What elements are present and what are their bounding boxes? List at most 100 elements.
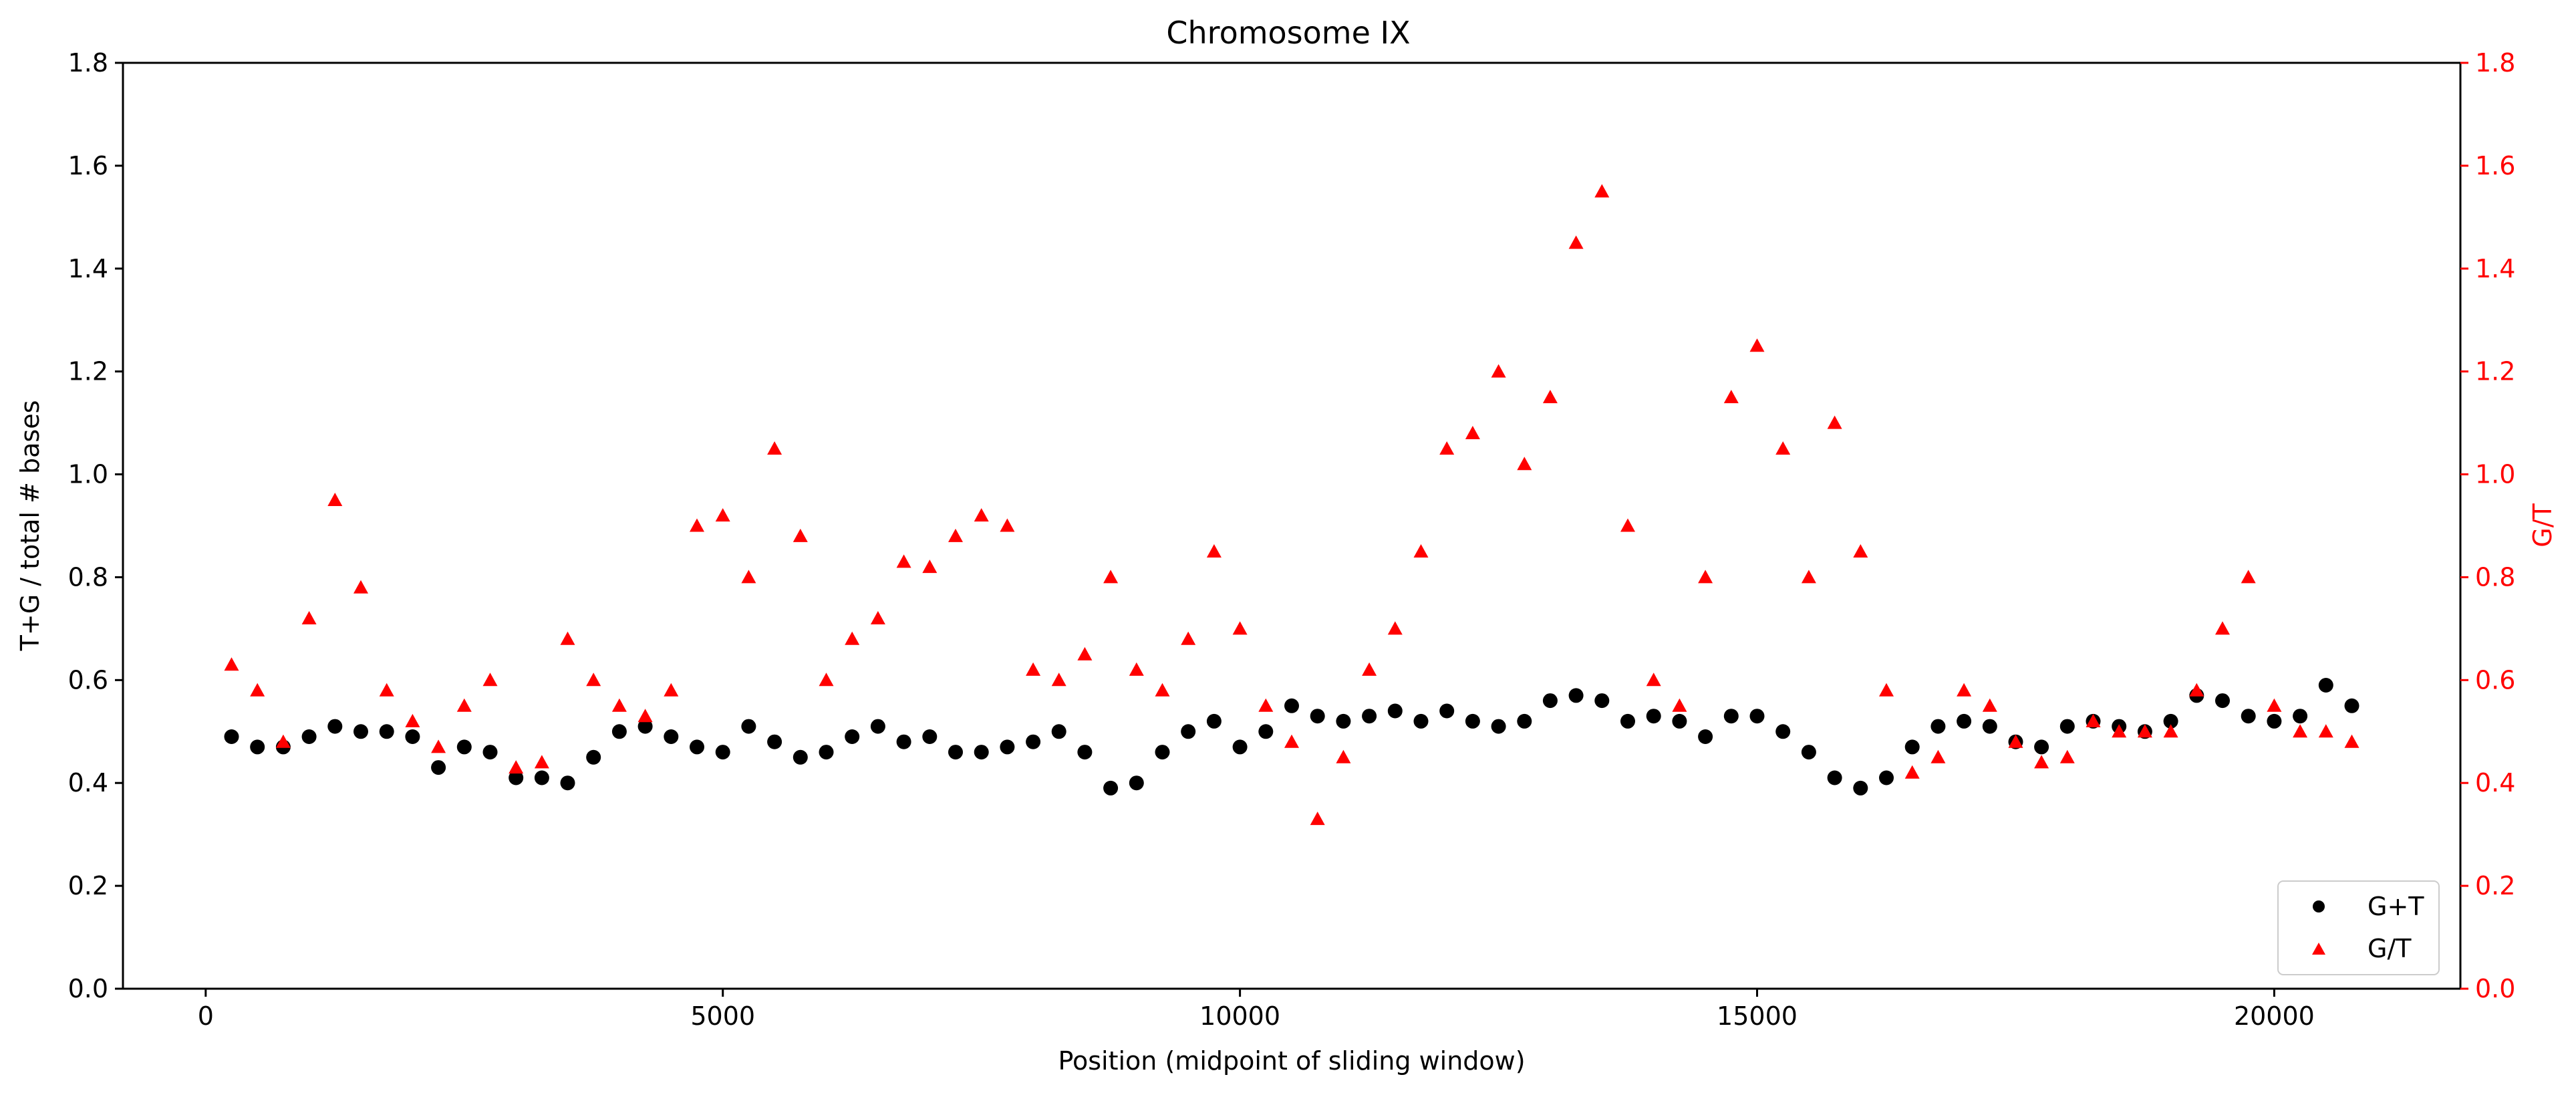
legend-marker-gt-ratio: [2312, 943, 2325, 955]
data-point-series-1: [1465, 426, 1480, 439]
data-point-series-0: [2267, 713, 2282, 729]
data-point-series-0: [250, 739, 265, 755]
y-right-tick-label: 1.4: [2475, 254, 2515, 283]
data-point-series-0: [1413, 713, 1429, 729]
y-right-tick-label: 1.6: [2475, 151, 2515, 180]
data-point-series-1: [741, 570, 756, 584]
data-point-series-1: [1801, 570, 1816, 584]
y-left-tick-label: 1.8: [68, 48, 108, 78]
data-point-series-1: [1336, 749, 1351, 763]
data-point-series-0: [1594, 693, 1610, 709]
data-point-series-0: [1336, 713, 1351, 729]
x-axis-label: Position (midpoint of sliding window): [1058, 1046, 1525, 1076]
y-left-tick-label: 0.4: [68, 768, 108, 798]
data-point-series-1: [1957, 683, 1972, 697]
data-point-series-0: [1542, 693, 1558, 709]
chart-title: Chromosome IX: [1166, 15, 1410, 51]
data-point-series-0: [1827, 770, 1842, 785]
y-right-tick-label: 0.4: [2475, 768, 2515, 798]
data-point-series-0: [560, 775, 575, 791]
data-point-series-1: [1103, 570, 1119, 584]
y-left-tick-label: 0.0: [68, 974, 108, 1003]
data-point-series-1: [690, 518, 704, 532]
data-point-series-1: [2034, 755, 2049, 769]
y-right-tick-label: 1.8: [2475, 48, 2515, 78]
data-point-series-1: [948, 528, 963, 542]
plot-frame: [122, 62, 2462, 990]
y-right-tick-label: 0.8: [2475, 562, 2515, 592]
data-point-series-1: [2293, 724, 2308, 738]
data-point-series-0: [1051, 724, 1066, 739]
data-point-series-1: [819, 673, 834, 687]
data-point-series-0: [1284, 698, 1299, 713]
data-point-series-1: [2008, 734, 2023, 748]
legend-label-gt-ratio: G/T: [2368, 934, 2412, 963]
data-point-series-0: [793, 749, 808, 765]
data-point-series-1: [1542, 390, 1558, 404]
data-point-series-0: [1000, 739, 1015, 755]
data-point-series-0: [1904, 739, 1920, 755]
data-point-series-1: [2086, 713, 2101, 727]
data-point-series-0: [1103, 780, 1119, 796]
y-left-tick-label: 1.4: [68, 254, 108, 283]
ticks-layer: 0 5000 10000 15000 20000 0.0 0.0 0.2 0.2 0.4 0.4 0.…: [68, 48, 2516, 1031]
y-right-tick-label: 0.6: [2475, 665, 2515, 695]
data-point-series-1: [2137, 724, 2152, 738]
data-point-series-1: [1568, 235, 1584, 249]
y-right-tick-label: 1.0: [2475, 460, 2515, 489]
data-point-series-1: [1698, 570, 1713, 584]
data-point-series-1: [534, 755, 549, 769]
data-point-series-0: [327, 719, 343, 734]
data-point-series-1: [1853, 544, 1868, 558]
data-point-series-0: [1181, 724, 1196, 739]
data-point-series-1: [2215, 621, 2230, 635]
data-point-series-0: [379, 724, 394, 739]
data-point-series-0: [974, 745, 989, 760]
data-point-series-0: [1672, 713, 1687, 729]
y-right-tick-label: 1.2: [2475, 357, 2515, 386]
legend-marker-gt-sum: [2313, 900, 2325, 912]
data-point-series-0: [224, 729, 239, 744]
data-point-series-1: [1258, 698, 1274, 712]
data-point-series-0: [1362, 709, 1377, 724]
data-point-series-1: [1982, 698, 1997, 712]
data-point-series-1: [1129, 662, 1144, 676]
data-point-series-1: [1181, 631, 1196, 645]
data-point-series-0: [1801, 745, 1816, 760]
data-point-series-0: [482, 745, 498, 760]
data-point-series-0: [1620, 713, 1635, 729]
data-point-series-0: [534, 770, 549, 785]
data-point-series-1: [1620, 518, 1635, 532]
data-point-series-0: [1206, 713, 1222, 729]
data-point-series-1: [456, 698, 472, 712]
data-point-series-1: [1000, 518, 1015, 532]
data-point-series-0: [2344, 698, 2359, 713]
data-point-series-1: [922, 560, 938, 574]
data-point-series-0: [690, 739, 704, 755]
points-layer: [224, 184, 2359, 826]
data-point-series-0: [637, 719, 653, 734]
y-right-tick-label: 0.0: [2475, 974, 2515, 1003]
data-point-series-0: [1155, 745, 1170, 760]
data-point-series-1: [1155, 683, 1170, 697]
data-point-series-0: [1465, 713, 1480, 729]
data-point-series-1: [301, 611, 317, 624]
data-point-series-1: [845, 631, 860, 645]
data-point-series-0: [1723, 709, 1739, 724]
data-point-series-0: [1387, 703, 1403, 719]
data-point-series-0: [353, 724, 368, 739]
data-point-series-0: [948, 745, 963, 760]
data-point-series-0: [741, 719, 756, 734]
data-point-series-0: [2059, 719, 2075, 734]
data-point-series-0: [819, 745, 834, 760]
data-point-series-1: [1930, 749, 1946, 763]
data-point-series-0: [1517, 713, 1532, 729]
data-point-series-0: [2215, 693, 2230, 709]
data-point-series-0: [405, 729, 420, 744]
y-left-tick-label: 0.2: [68, 871, 108, 900]
data-point-series-1: [767, 441, 782, 455]
data-point-series-0: [664, 729, 679, 744]
data-point-series-1: [1904, 765, 1920, 779]
data-point-series-1: [509, 760, 524, 774]
y-left-tick-label: 1.6: [68, 151, 108, 180]
